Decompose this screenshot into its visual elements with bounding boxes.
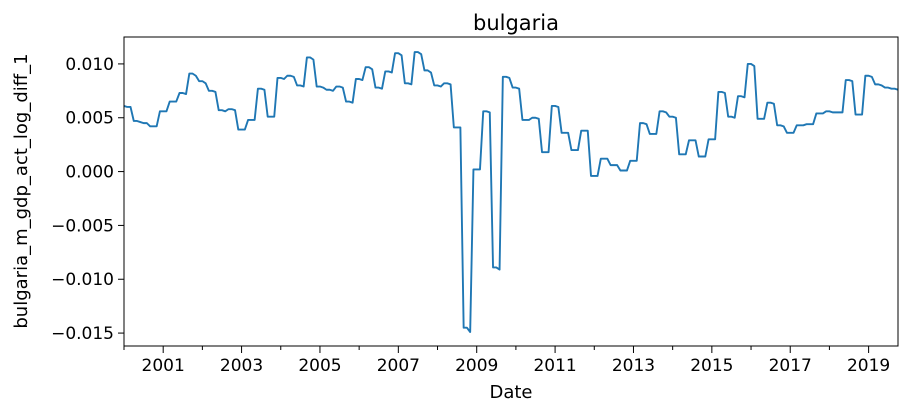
x-tick-label: 2019: [847, 356, 890, 376]
chart-title: bulgaria: [473, 11, 559, 35]
y-axis-ticks: 0.010 0.005 0.000 −0.005 −0.010 −0.015: [51, 55, 124, 344]
y-tick-label: −0.015: [51, 324, 114, 344]
x-tick-label: 2007: [377, 356, 420, 376]
y-tick-label: −0.005: [51, 216, 114, 236]
series-line: [123, 51, 899, 333]
x-tick-label: 2001: [142, 356, 185, 376]
plot-frame: [123, 36, 899, 347]
y-tick-label: −0.010: [51, 270, 114, 290]
y-axis-label: bulgaria_m_gdp_act_log_diff_1: [11, 53, 32, 328]
x-axis-minor-ticks: [123, 346, 830, 350]
x-axis-ticks: 2001 2003 2005 2007 2009 2011 2013 2015 2017 2019: [142, 346, 890, 376]
x-tick-label: 2017: [769, 356, 812, 376]
y-tick-label: 0.010: [65, 55, 114, 75]
x-tick-label: 2011: [533, 356, 576, 376]
x-tick-label: 2015: [690, 356, 733, 376]
x-tick-label: 2009: [455, 356, 498, 376]
x-tick-label: 2013: [612, 356, 655, 376]
x-axis-label: Date: [489, 382, 532, 403]
x-tick-label: 2003: [220, 356, 263, 376]
y-tick-label: 0.000: [65, 163, 114, 183]
x-tick-label: 2005: [298, 356, 341, 376]
y-tick-label: 0.005: [65, 109, 114, 129]
